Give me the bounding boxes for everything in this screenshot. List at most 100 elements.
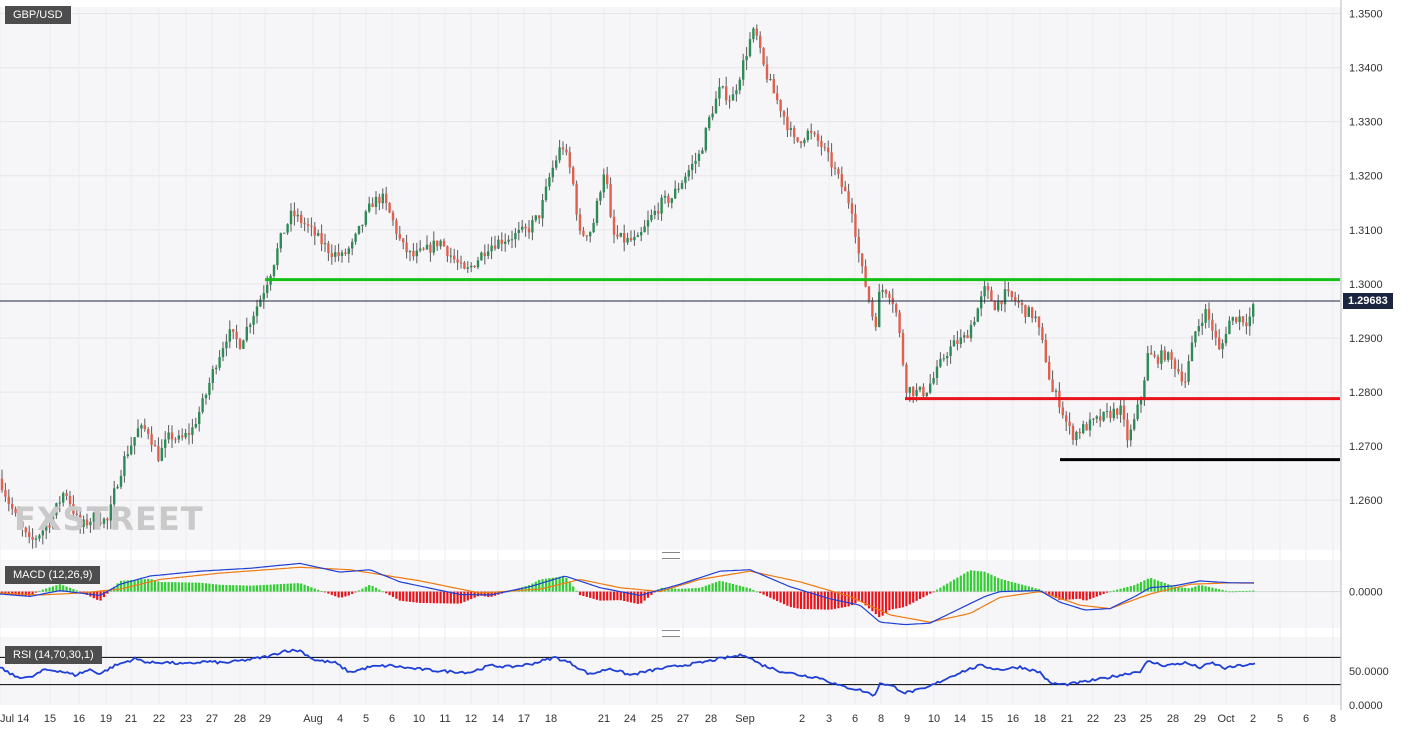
pane-resize-handle[interactable]: [662, 630, 680, 637]
macd-histogram-bar: [1099, 591, 1102, 596]
symbol-label[interactable]: GBP/USD: [5, 6, 71, 24]
candle-body: [1180, 371, 1183, 382]
macd-histogram-bar: [738, 585, 741, 592]
candle-body: [670, 198, 673, 203]
time-tick-label: 28: [1167, 713, 1179, 725]
candle-body: [102, 518, 106, 524]
candle-body: [184, 433, 187, 438]
candle-body: [708, 117, 711, 129]
candle-body: [306, 224, 310, 226]
candle-body: [816, 134, 820, 141]
candle-body: [1068, 421, 1071, 426]
macd-histogram-bar: [1136, 583, 1139, 592]
macd-histogram-bar: [119, 580, 123, 592]
macd-histogram-bar: [973, 570, 976, 592]
candle-body: [1187, 361, 1190, 382]
candle-body: [731, 94, 735, 101]
candle-body: [323, 243, 327, 245]
candle-body: [456, 259, 459, 263]
candle-body: [1061, 407, 1064, 416]
macd-histogram-bar: [38, 590, 41, 592]
time-tick-label: 25: [651, 713, 663, 725]
macd-histogram-bar: [1143, 580, 1146, 592]
macd-histogram-bar: [442, 591, 446, 604]
macd-histogram-bar: [806, 591, 809, 610]
candle-body: [595, 200, 599, 223]
macd-histogram-bar: [728, 583, 731, 592]
candle-body: [45, 525, 48, 531]
macd-histogram-bar: [1139, 582, 1143, 592]
candle-body: [1075, 431, 1078, 441]
macd-histogram-bar: [1194, 586, 1197, 592]
candle-body: [24, 527, 27, 533]
macd-histogram-bar: [184, 582, 187, 592]
candle-body: [181, 435, 184, 438]
time-tick-label: 16: [73, 713, 85, 725]
macd-histogram-bar: [551, 577, 554, 592]
candle-body: [368, 203, 371, 212]
candle-body: [589, 232, 592, 237]
macd-histogram-bar: [1085, 591, 1088, 601]
macd-histogram-bar: [463, 591, 466, 602]
macd-histogram-bar: [323, 591, 327, 593]
macd-histogram-bar: [799, 591, 803, 609]
macd-histogram-bar: [1095, 591, 1098, 597]
rsi-label[interactable]: RSI (14,70,30,1): [5, 646, 102, 664]
macd-histogram-bar: [837, 591, 840, 609]
macd-histogram-bar: [810, 591, 813, 610]
candle-body: [276, 248, 279, 266]
macd-histogram-bar: [742, 586, 745, 592]
candle-body: [68, 496, 72, 505]
current-price-tag: 1.29683: [1343, 293, 1393, 309]
macd-histogram-bar: [31, 591, 34, 595]
macd-histogram-bar: [225, 584, 228, 592]
candle-body: [1248, 316, 1251, 327]
candle-body: [718, 86, 721, 99]
macd-histogram-bar: [572, 586, 575, 592]
candle-body: [164, 439, 167, 448]
candle-body: [929, 383, 932, 393]
price-tick-label: 1.3000: [1349, 279, 1383, 291]
time-tick-label: 14: [954, 713, 966, 725]
candle-body: [657, 210, 660, 214]
candle-body: [490, 245, 493, 252]
time-tick-label: 18: [1034, 713, 1046, 725]
candle-body: [769, 78, 772, 80]
macd-histogram-bar: [544, 578, 548, 592]
macd-histogram-bar: [41, 589, 44, 592]
candle-body: [1143, 380, 1146, 398]
candle-body: [113, 488, 116, 505]
candle-body: [575, 183, 578, 215]
candle-body: [810, 130, 813, 133]
macd-histogram-bar: [1180, 587, 1183, 592]
macd-histogram-bar: [745, 587, 748, 592]
candle-body: [1027, 307, 1030, 317]
candle-body: [534, 215, 537, 221]
macd-histogram-bar: [898, 591, 901, 608]
time-tick-label: 3: [826, 713, 832, 725]
macd-histogram-bar: [1214, 588, 1217, 592]
macd-histogram-bar: [198, 582, 201, 592]
macd-histogram-bar: [993, 576, 996, 592]
candle-body: [123, 456, 126, 476]
macd-histogram-bar: [725, 582, 728, 592]
macd-histogram-bar: [684, 588, 687, 592]
macd-histogram-bar: [670, 588, 673, 592]
candle-body: [660, 197, 663, 214]
candle-body: [1235, 317, 1238, 323]
candle-body: [354, 233, 357, 242]
candle-body: [980, 296, 983, 309]
candle-body: [300, 214, 303, 224]
pane-resize-handle[interactable]: [662, 552, 680, 559]
candle-body: [1088, 419, 1092, 431]
macd-histogram-bar: [643, 591, 646, 601]
macd-histogram-bar: [901, 591, 905, 608]
time-tick-label: 23: [1114, 713, 1126, 725]
macd-histogram-bar: [402, 591, 405, 602]
macd-histogram-bar: [1092, 591, 1095, 598]
candle-body: [878, 291, 881, 327]
candle-body: [395, 220, 398, 234]
macd-label[interactable]: MACD (12,26,9): [5, 566, 101, 584]
macd-histogram-bar: [983, 571, 986, 592]
macd-histogram-bar: [878, 591, 881, 618]
